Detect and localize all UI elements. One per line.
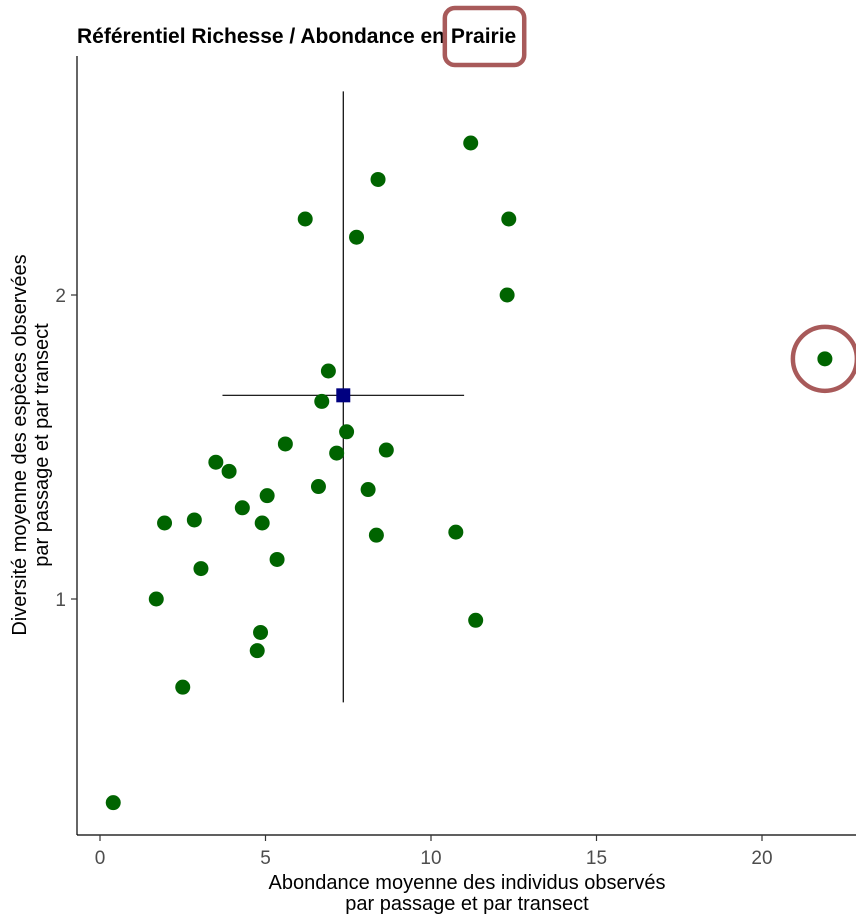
data-point	[320, 363, 336, 379]
data-point	[253, 624, 269, 640]
x-tick-label: 10	[420, 848, 441, 869]
data-point	[193, 561, 209, 577]
data-point	[448, 524, 464, 540]
data-point	[175, 679, 191, 695]
title-highlight-box	[442, 5, 527, 68]
data-point	[297, 211, 313, 227]
x-tick-label: 20	[751, 848, 772, 869]
data-point	[254, 515, 270, 531]
data-point	[259, 488, 275, 504]
data-point	[186, 512, 202, 528]
x-tick-label: 15	[586, 848, 607, 869]
data-point	[157, 515, 173, 531]
x-tick-label: 0	[95, 848, 106, 869]
y-axis-ticks: 12	[55, 286, 77, 611]
x-axis-title-line-2: par passage et par transect	[345, 893, 589, 915]
chart-title: Référentiel Richesse / Abondance en Prai…	[77, 25, 516, 48]
data-points	[105, 135, 833, 811]
mean-point-marker	[336, 388, 351, 403]
data-point	[221, 463, 237, 479]
x-axis-ticks: 0 5 10 15 20	[95, 835, 773, 869]
x-axis-title-line-1: Abondance moyenne des individus observés	[269, 872, 666, 894]
outlier-highlight-circle	[790, 324, 856, 394]
y-axis-title-line-1: Diversité moyenne des espèces observées	[9, 254, 31, 635]
data-point	[349, 229, 365, 245]
data-point	[499, 287, 515, 303]
data-point	[339, 424, 355, 440]
data-point	[234, 500, 250, 516]
data-point	[277, 436, 293, 452]
data-point	[310, 479, 326, 495]
data-point	[314, 393, 330, 409]
data-point	[148, 591, 164, 607]
data-point	[468, 612, 484, 628]
x-tick-label: 5	[260, 848, 271, 869]
data-point	[463, 135, 479, 151]
data-point	[360, 482, 376, 498]
y-tick-label: 1	[55, 590, 66, 611]
data-point	[249, 643, 265, 659]
data-point	[208, 454, 224, 470]
data-point	[817, 351, 833, 367]
data-point	[105, 795, 121, 811]
data-point	[269, 551, 285, 567]
y-tick-label: 2	[55, 286, 66, 307]
data-point	[329, 445, 345, 461]
data-point	[501, 211, 517, 227]
y-axis-title-line-2: par passage et par transect	[31, 323, 53, 567]
data-point	[378, 442, 394, 458]
data-point	[368, 527, 384, 543]
data-point	[370, 171, 386, 187]
